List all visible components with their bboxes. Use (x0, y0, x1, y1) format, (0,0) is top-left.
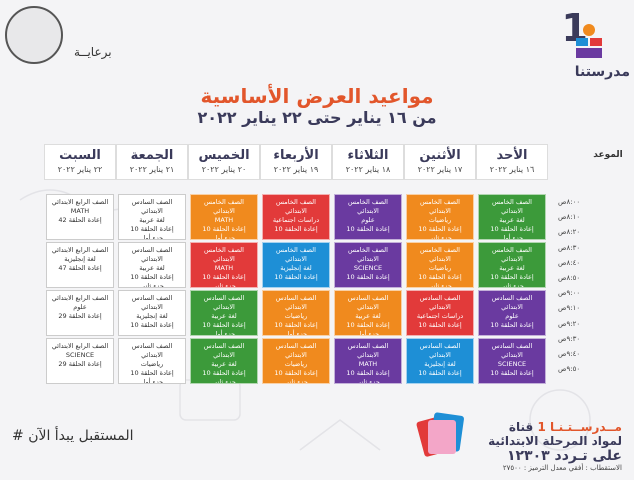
schedule-cell: الصف الخامس الابتدائي لغة عربية إعادة ال… (478, 194, 546, 240)
schedule-cell: الصف السادس الابتدائي لغة إنجليزية إعادة… (118, 290, 186, 336)
schedule-cell: الصف الرابع الابتدائي لغة إنجليزية إعادة… (46, 242, 114, 288)
time-slot: ٨:٢٠ص (558, 228, 581, 237)
schedule-cell: الصف السادس الابتدائي لغة عربية إعادة ال… (190, 290, 258, 336)
schedule-cell: الصف الخامس الابتدائي MATH إعادة الحلقة … (190, 194, 258, 240)
day-date: ٢٠ يناير ٢٠٢٢ (201, 165, 247, 174)
frequency: على تـردد ١٢٣٠٣ (506, 448, 622, 464)
schedule-cell: الصف الرابع الابتدائي SCIENCE إعادة الحل… (46, 338, 114, 384)
day-header: الثلاثاء ١٨ يناير ٢٠٢٢ (332, 144, 404, 180)
channel-name: مــدرســتـنـا 1 (537, 420, 622, 434)
schedule-cell: الصف الخامس الابتدائي علوم إعادة الحلقة … (334, 194, 402, 240)
schedule-cell: الصف السادس الابتدائي علوم إعادة الحلقة … (478, 290, 546, 336)
time-slot: ٨:٥٠ص (558, 274, 581, 282)
page-title: مواعيد العرض الأساسية (200, 84, 434, 108)
day-date: ٢١ يناير ٢٠٢٢ (129, 165, 175, 174)
day-header: الأثنين ١٧ يناير ٢٠٢٢ (404, 144, 476, 180)
schedule-cell: الصف السادس الابتدائي SCIENCE إعادة الحل… (478, 338, 546, 384)
day-name: الخميس (198, 148, 250, 163)
hashtag: # المستقبل يبدأ الآن (12, 428, 134, 444)
day-date: ١٧ يناير ٢٠٢٢ (417, 165, 463, 174)
ministry-seal-icon (5, 6, 63, 64)
channel-line: مــدرســتـنـا 1 قناة (392, 420, 622, 434)
day-name: الأثنين (419, 148, 461, 163)
day-date: ١٦ يناير ٢٠٢٢ (489, 165, 535, 174)
time-slot: ٩:١٠ص (558, 304, 581, 313)
day-header: السبت ٢٢ يناير ٢٠٢٢ (44, 144, 116, 180)
time-column-header: الموعد (593, 150, 623, 160)
schedule-cell: الصف الخامس الابتدائي SCIENCE إعادة الحل… (334, 242, 402, 288)
schedule-cell: الصف السادس الابتدائي MATH إعادة الحلقة … (334, 338, 402, 384)
schedule-cell: الصف السادس الابتدائي رياضيات إعادة الحل… (118, 338, 186, 384)
schedule-cell: الصف السادس الابتدائي لغة إنجليزية إعادة… (406, 338, 474, 384)
time-slot: ٨:٠٠ص (558, 198, 581, 206)
books-icon (416, 412, 464, 457)
schedule-cell: الصف الخامس الابتدائي MATH إعادة الحلقة … (190, 242, 258, 288)
schedule-cell: الصف السادس الابتدائي لغة عربية إعادة ال… (118, 242, 186, 288)
day-name: الأحد (496, 148, 528, 163)
day-name: السبت (59, 148, 101, 163)
schedule-cell: الصف الرابع الابتدائي MATH إعادة الحلقة … (46, 194, 114, 240)
schedule-cell: الصف الخامس الابتدائي لغة إنجليزية إعادة… (262, 242, 330, 288)
channel-info: مــدرســتـنـا 1 قناة لمواد المرحلة الابت… (392, 420, 622, 472)
polarization-info: الاستقطاب : أفقي معدل الترميز : ٢٧٥٠٠ (502, 464, 622, 472)
channel-prefix: قناة (508, 420, 534, 434)
time-slot: ٩:٢٠ص (558, 319, 581, 328)
schedule-cell: الصف الرابع الابتدائي علوم إعادة الحلقة … (46, 290, 114, 336)
day-date: ١٩ يناير ٢٠٢٢ (273, 165, 319, 174)
schedule-cell: الصف السادس الابتدائي دراسات اجتماعية إع… (406, 290, 474, 336)
logo-name: مدرستنا (574, 64, 630, 80)
schedule-cell: الصف السادس الابتدائي لغة عربية إعادة ال… (118, 194, 186, 240)
schedule-cell: الصف الخامس الابتدائي لغة عربية إعادة ال… (478, 242, 546, 288)
time-slot: ٩:٠٠ص (558, 289, 581, 298)
time-slot: ٨:١٠ص (558, 213, 581, 222)
schedule-cell: الصف الخامس الابتدائي دراسات اجتماعية إع… (262, 194, 330, 240)
time-slot: ٨:٤٠ص (558, 258, 581, 267)
day-date: ١٨ يناير ٢٠٢٢ (345, 165, 391, 174)
time-slot: ٩:٣٠ص (558, 334, 581, 343)
day-name: الجمعة (130, 148, 174, 163)
schedule-cell: الصف السادس الابتدائي رياضيات إعادة الحل… (262, 338, 330, 384)
day-header: الجمعة ٢١ يناير ٢٠٢٢ (116, 144, 188, 180)
day-name: الأربعاء (273, 148, 319, 163)
day-header: الأربعاء ١٩ يناير ٢٠٢٢ (260, 144, 332, 180)
schedule-cell: الصف الخامس الابتدائي رياضيات إعادة الحل… (406, 194, 474, 240)
channel-subtitle: لمواد المرحلة الابتدائية (488, 434, 622, 448)
day-date: ٢٢ يناير ٢٠٢٢ (57, 165, 103, 174)
time-slot: ٩:٥٠ص (558, 365, 581, 374)
time-slot: ٨:٣٠ص (558, 243, 581, 252)
page-subtitle: من ١٦ يناير حتى ٢٢ يناير ٢٠٢٢ (197, 108, 437, 127)
schedule-cell: الصف السادس الابتدائي لغة عربية إعادة ال… (190, 338, 258, 384)
schedule-cell: الصف الخامس الابتدائي رياضيات إعادة الحل… (406, 242, 474, 288)
sponsor-label: برعايــة (74, 45, 112, 59)
schedule-cell: الصف السادس الابتدائي رياضيات إعادة الحل… (262, 290, 330, 336)
time-slot: ٩:٤٠ص (558, 350, 581, 358)
day-header: الخميس ٢٠ يناير ٢٠٢٢ (188, 144, 260, 180)
day-header: الأحد ١٦ يناير ٢٠٢٢ (476, 144, 548, 180)
day-name: الثلاثاء (347, 148, 389, 163)
schedule-cell: الصف السادس الابتدائي لغة عربية إعادة ال… (334, 290, 402, 336)
madrasetna-logo-icon (576, 24, 602, 58)
